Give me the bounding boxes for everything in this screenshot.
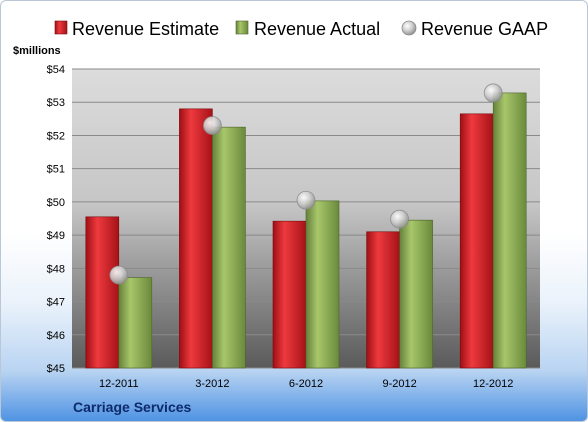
- x-tick-label: 3-2012: [195, 378, 229, 390]
- y-tick-label: $52: [47, 130, 65, 142]
- y-tick-label: $45: [47, 363, 65, 375]
- x-axis-ticks: 12-2011 3-2012 6-2012 9-2012 12-2012: [99, 378, 513, 390]
- bar-revenue-estimate: [366, 231, 400, 369]
- x-tick-label: 12-2011: [99, 378, 139, 390]
- marker-revenue-gaap: [202, 116, 222, 135]
- marker-revenue-gaap: [390, 209, 410, 229]
- y-tick-label: $46: [47, 330, 65, 342]
- y-tick-label: $48: [47, 263, 65, 275]
- legend-label: Revenue GAAP: [421, 19, 548, 39]
- legend-label: Revenue Actual: [254, 19, 380, 39]
- y-axis-ticks: $45 $46 $47 $48 $49 $50 $51 $52 $53 $54: [47, 64, 65, 375]
- y-tick-label: $54: [47, 64, 65, 76]
- gaap-markers: [109, 83, 503, 285]
- bar-revenue-actual: [118, 277, 153, 369]
- legend: Revenue Estimate Revenue Actual Revenue GA…: [54, 19, 548, 39]
- y-tick-label: $51: [47, 164, 65, 176]
- x-tick-label: 12-2012: [473, 378, 513, 390]
- y-tick-label: $49: [47, 230, 65, 242]
- marker-revenue-gaap: [483, 83, 503, 103]
- bars: [85, 92, 527, 369]
- bar-revenue-actual: [212, 126, 246, 369]
- y-tick-label: $50: [47, 197, 65, 209]
- bar-revenue-estimate: [459, 113, 494, 369]
- company-name: Carriage Services: [73, 399, 192, 415]
- legend-swatch: [235, 20, 249, 35]
- legend-label: Revenue Estimate: [72, 19, 219, 39]
- legend-swatch: [401, 20, 417, 36]
- x-tick-label: 9-2012: [382, 378, 416, 390]
- y-tick-label: $53: [47, 97, 65, 109]
- bar-revenue-estimate: [179, 108, 213, 369]
- bar-revenue-estimate: [85, 216, 120, 369]
- legend-swatch: [54, 20, 68, 35]
- bar-revenue-actual: [305, 200, 340, 369]
- bar-revenue-actual: [399, 219, 433, 369]
- marker-revenue-gaap: [296, 190, 316, 210]
- marker-revenue-gaap: [109, 265, 129, 285]
- bar-revenue-actual: [492, 92, 527, 369]
- bar-revenue-estimate: [272, 220, 307, 369]
- y-tick-label: $47: [47, 297, 65, 309]
- x-tick-label: 6-2012: [289, 378, 323, 390]
- y-axis-unit-label: $millions: [13, 45, 61, 57]
